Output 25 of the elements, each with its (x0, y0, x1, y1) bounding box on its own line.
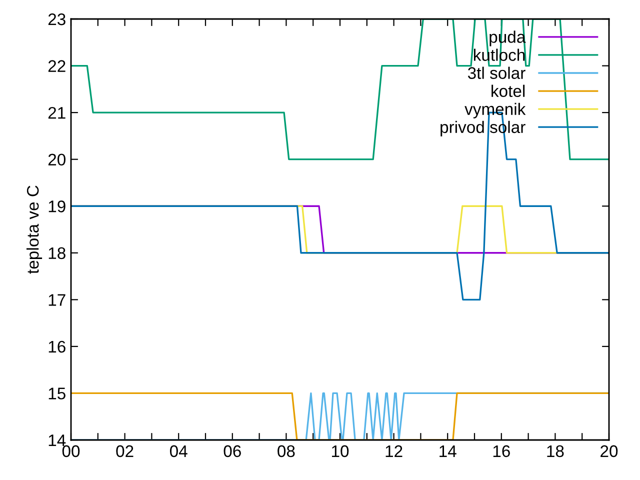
y-tick-label: 19 (48, 200, 66, 212)
legend-label: kotel (492, 84, 525, 98)
y-axis-title: teplota ve C (26, 186, 42, 274)
y-tick-label: 21 (48, 106, 66, 119)
x-tick-label: 10 (332, 445, 349, 458)
y-tick-label: 22 (48, 60, 66, 72)
x-tick-label: 04 (170, 445, 188, 458)
x-tick-label: 20 (600, 445, 618, 458)
y-tick-label: 16 (48, 340, 66, 353)
y-tick-label: 14 (48, 434, 66, 446)
x-tick-label: 18 (547, 445, 564, 458)
x-tick-label: 12 (386, 445, 402, 457)
x-tick-label: 00 (62, 445, 80, 458)
x-tick-label: 16 (493, 445, 510, 458)
y-tick-label: 20 (48, 154, 66, 166)
legend-label: 3tl solar (468, 66, 526, 79)
x-tick-label: 08 (278, 445, 295, 458)
x-tick-label: 06 (224, 445, 241, 458)
y-tick-label: 18 (48, 247, 66, 260)
y-tick-label: 15 (48, 388, 66, 400)
y-tick-label: 23 (48, 13, 66, 26)
legend-label: vymenik (464, 102, 526, 118)
x-tick-label: 14 (440, 445, 456, 457)
y-tick-label: 17 (48, 294, 66, 306)
x-tick-label: 02 (116, 445, 134, 458)
